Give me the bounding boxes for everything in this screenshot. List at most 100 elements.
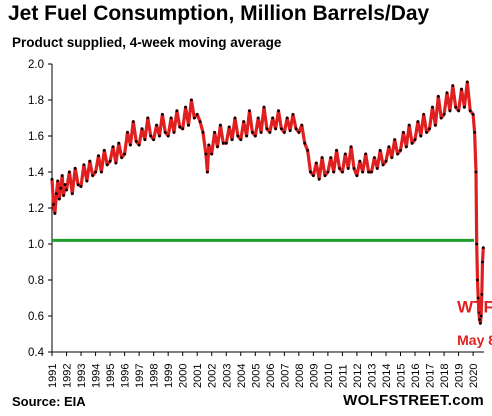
data-point <box>97 154 100 158</box>
data-point <box>245 134 249 138</box>
x-tick-label: 1994 <box>91 364 103 388</box>
data-point <box>477 311 481 314</box>
data-point <box>114 161 118 165</box>
series-line <box>50 80 485 325</box>
data-point <box>329 156 333 160</box>
data-point <box>207 143 211 147</box>
data-point <box>358 159 362 163</box>
data-point <box>399 149 402 152</box>
data-point <box>175 109 179 113</box>
data-point <box>367 170 370 174</box>
data-point <box>317 177 321 181</box>
x-tick-label: 2003 <box>221 364 233 388</box>
x-tick-label: 1993 <box>76 364 88 388</box>
annotations: WTF May 8 <box>457 297 492 347</box>
data-point <box>294 127 298 131</box>
data-point <box>76 183 80 187</box>
data-point <box>210 152 214 156</box>
data-point <box>65 188 68 192</box>
data-point <box>55 192 58 196</box>
data-point <box>82 163 86 167</box>
data-point <box>480 293 484 296</box>
data-point <box>178 125 182 129</box>
data-point <box>404 145 408 149</box>
data-point <box>338 167 341 170</box>
data-point <box>221 141 225 145</box>
data-point <box>152 138 156 142</box>
data-point <box>343 152 347 156</box>
x-tick-label: 2014 <box>381 364 393 388</box>
data-point <box>259 131 263 134</box>
data-point <box>91 174 95 178</box>
data-point <box>169 116 173 120</box>
data-point <box>60 174 64 178</box>
data-point <box>306 149 309 152</box>
y-tick-label: 1.0 <box>28 239 44 251</box>
data-point <box>381 163 385 167</box>
data-point <box>323 174 327 178</box>
data-point <box>53 212 57 215</box>
data-point <box>155 123 159 127</box>
x-tick-label: 2009 <box>308 364 320 388</box>
x-tick-label: 2001 <box>192 364 204 388</box>
chart-title: Jet Fuel Consumption, Million Barrels/Da… <box>8 2 430 25</box>
x-tick-label: 2012 <box>352 364 364 388</box>
data-point <box>117 141 121 145</box>
data-point <box>352 167 356 170</box>
data-point <box>256 116 260 120</box>
data-point <box>213 131 217 134</box>
data-point <box>239 138 243 142</box>
x-tick-label: 1996 <box>120 364 132 388</box>
data-point <box>285 116 289 120</box>
data-point <box>422 113 426 116</box>
data-point <box>52 203 55 206</box>
data-point <box>216 145 219 149</box>
data-point <box>463 105 466 109</box>
data-point <box>262 105 266 109</box>
data-point <box>460 87 463 91</box>
data-point <box>280 127 283 131</box>
data-point <box>242 120 246 123</box>
data-point <box>230 138 234 142</box>
data-point <box>126 131 129 134</box>
annotation-date: May 8 <box>457 332 492 348</box>
data-point <box>407 123 411 127</box>
y-tick-label: 0.6 <box>28 311 44 323</box>
data-point <box>195 113 199 116</box>
x-tick-label: 1992 <box>62 364 74 388</box>
data-point <box>465 80 469 84</box>
data-point <box>476 296 480 300</box>
data-point <box>326 170 330 174</box>
data-point <box>387 145 391 149</box>
y-tick-label: 0.4 <box>28 347 45 359</box>
x-tick-label: 2016 <box>410 364 422 388</box>
data-point <box>413 138 417 142</box>
data-point <box>79 185 83 188</box>
data-point <box>62 194 65 197</box>
data-point <box>346 167 350 170</box>
data-point <box>100 170 103 174</box>
data-point <box>434 123 437 127</box>
data-point <box>161 113 164 116</box>
data-point <box>439 116 443 120</box>
data-point <box>190 98 193 102</box>
data-point <box>105 163 109 167</box>
data-point <box>332 170 336 174</box>
data-point <box>479 314 483 318</box>
data-point <box>70 192 74 196</box>
y-tick-label: 1.4 <box>28 167 45 179</box>
data-point <box>68 170 71 174</box>
data-point <box>448 109 452 113</box>
data-point <box>479 321 482 325</box>
data-point <box>475 242 479 246</box>
x-tick-label: 2004 <box>236 364 248 388</box>
data-point <box>309 170 312 174</box>
y-tick-label: 2.0 <box>28 59 44 71</box>
x-tick-label: 2006 <box>265 364 277 388</box>
data-point <box>111 145 115 149</box>
data-point <box>181 127 185 131</box>
data-point <box>59 186 63 190</box>
x-tick-label: 1997 <box>134 364 146 388</box>
data-point <box>50 177 54 181</box>
